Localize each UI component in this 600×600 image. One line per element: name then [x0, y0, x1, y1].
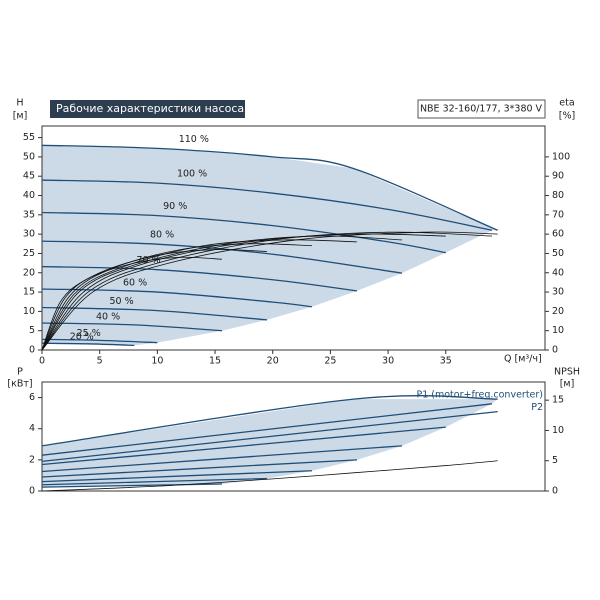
x-tick-label: 15 [209, 356, 221, 367]
model-label: NBE 32-160/177, 3*380 V [420, 104, 543, 115]
y2-tick-label: 0 [552, 345, 558, 356]
curve [41, 470, 312, 483]
x-tick-label: 10 [151, 356, 163, 367]
x-tick-label: 30 [382, 356, 394, 367]
y-tick-label: 50 [23, 151, 35, 162]
y-tick-label: 15 [23, 287, 35, 298]
secondary-curve [41, 239, 357, 351]
y2-tick-label: 5 [552, 455, 558, 466]
y-tick-label: 45 [23, 171, 35, 182]
curve [41, 211, 446, 254]
plot-frame [41, 381, 546, 492]
y2-unit: [%] [559, 111, 575, 122]
series-label: 20 % [70, 332, 94, 343]
y2-tick-label: 60 [552, 229, 564, 240]
y-tick-label: 35 [23, 209, 35, 220]
curve [41, 477, 267, 486]
model-box [417, 99, 546, 119]
curve [41, 342, 135, 347]
secondary-curve [41, 231, 492, 351]
y-tick-label: 10 [23, 306, 35, 317]
y2-tick-label: 10 [552, 325, 564, 336]
series-label: P2 [531, 402, 543, 413]
curve [41, 395, 498, 447]
y-tick-label: 40 [23, 190, 35, 201]
x-tick-label: 35 [440, 356, 452, 367]
y2-tick-label: 30 [552, 287, 564, 298]
y-label: H [16, 98, 23, 109]
title-box [50, 100, 245, 118]
secondary-curve [41, 231, 498, 351]
curve [41, 483, 222, 488]
series-label: 80 % [150, 230, 174, 241]
curve [41, 459, 357, 478]
y-tick-label: 5 [29, 325, 35, 336]
y-tick-label: 6 [29, 392, 35, 403]
y-tick-label: 0 [29, 345, 35, 356]
curve [41, 426, 446, 466]
curve [41, 445, 402, 473]
y2-tick-label: 40 [552, 267, 564, 278]
y2-unit: [м] [560, 379, 575, 390]
y2-tick-label: 0 [552, 486, 558, 497]
series-label: 50 % [109, 296, 133, 307]
y-tick-label: 30 [23, 229, 35, 240]
secondary-curve [41, 235, 402, 351]
operating-area [42, 145, 498, 346]
y2-tick-label: 70 [552, 209, 564, 220]
series-label: 90 % [163, 201, 187, 212]
series-label: 110 % [179, 134, 209, 145]
curve [41, 265, 358, 292]
x-tick-label: 25 [324, 356, 336, 367]
x-tick-label: 0 [39, 356, 45, 367]
y-tick-label: 0 [29, 486, 35, 497]
y-label: P [17, 367, 23, 378]
y-tick-label: 4 [29, 423, 35, 434]
y-tick-label: 2 [29, 454, 35, 465]
curve [41, 179, 493, 231]
y2-tick-label: 15 [552, 395, 564, 406]
y-tick-label: 20 [23, 267, 35, 278]
secondary-curve [41, 256, 222, 351]
series-label: 25 % [77, 328, 101, 339]
x-tick-label: 5 [97, 356, 103, 367]
y-tick-label: 55 [23, 132, 35, 143]
y2-label: eta [559, 98, 574, 109]
y2-tick-label: 100 [552, 151, 570, 162]
series-label: P1 (motor+freq.converter) [416, 390, 543, 401]
secondary-curve [41, 249, 267, 351]
curve [41, 403, 493, 456]
x-label: Q [м³/ч] [504, 354, 542, 365]
curve [41, 338, 158, 344]
secondary-curve [41, 243, 312, 351]
series-label: 40 % [96, 311, 120, 322]
y2-tick-label: 50 [552, 248, 564, 259]
y2-tick-label: 20 [552, 306, 564, 317]
curve [41, 322, 223, 332]
y2-tick-label: 80 [552, 190, 564, 201]
secondary-curve [41, 460, 498, 492]
y2-tick-label: 90 [552, 171, 564, 182]
secondary-curve [41, 233, 446, 351]
plot-frame [41, 125, 546, 351]
curve [41, 306, 268, 321]
x-tick-label: 20 [267, 356, 279, 367]
y2-label: NPSH [554, 367, 580, 378]
y-unit: [кВт] [7, 379, 32, 390]
series-label: 60 % [123, 277, 147, 288]
chart-title: Рабочие характеристики насоса [56, 102, 244, 115]
curve [41, 144, 498, 231]
y2-tick-label: 10 [552, 425, 564, 436]
curve [41, 410, 498, 463]
y-unit: [м] [13, 111, 28, 122]
y-tick-label: 25 [23, 248, 35, 259]
series-label: 100 % [177, 169, 207, 180]
